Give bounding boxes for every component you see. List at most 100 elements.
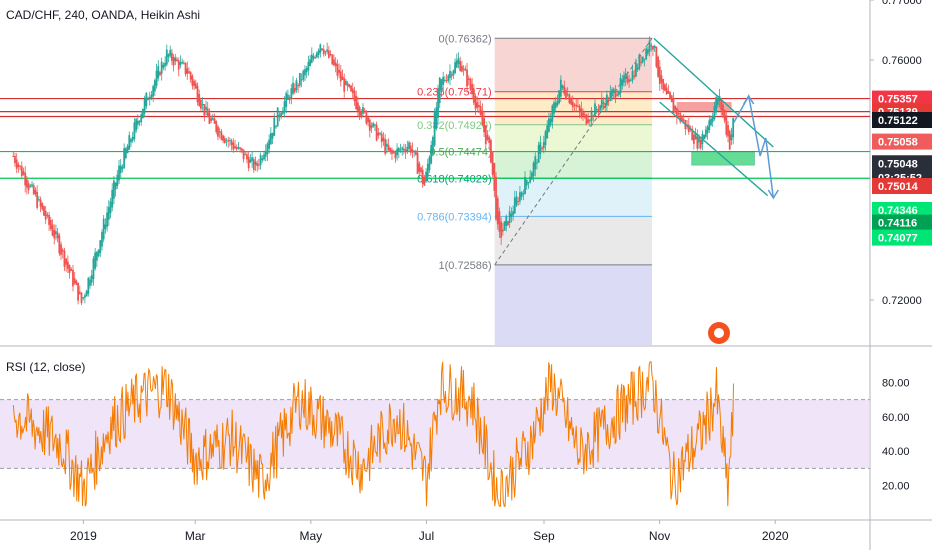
candle-body (90, 275, 93, 283)
candle-body (239, 147, 242, 150)
candle-body (385, 143, 388, 147)
candle-body (70, 269, 73, 271)
candle-body (355, 95, 358, 110)
candle-body (495, 176, 497, 220)
candle-body (104, 224, 107, 230)
candle-body (55, 231, 57, 235)
candle-body (476, 102, 479, 108)
candle-body (464, 68, 467, 71)
candle-body (99, 240, 102, 253)
candle-body (368, 119, 371, 131)
candle-body (512, 211, 514, 216)
candle-body (517, 200, 520, 202)
candle-body (375, 124, 378, 141)
candle-body (68, 265, 71, 273)
price-tag-label-4: 0.75048 (878, 158, 918, 170)
candle-body (498, 211, 501, 232)
candle-body (611, 89, 613, 97)
candle-body (123, 148, 126, 168)
price-tag-label-7: 0.74346 (878, 205, 918, 217)
candle-body (710, 118, 712, 126)
candle-body (609, 91, 612, 101)
candle-body (75, 280, 78, 285)
candle-body (37, 199, 40, 201)
candle-body (229, 140, 231, 142)
candle-body (592, 115, 595, 117)
candle-body (426, 163, 429, 177)
candle-body (565, 90, 567, 100)
candle-body (554, 102, 557, 108)
candle-body (486, 134, 489, 140)
candle-body (624, 73, 627, 79)
price-tag-9 (872, 229, 932, 246)
candle-body (39, 199, 42, 207)
candle-body (575, 104, 578, 107)
candle-body (450, 74, 453, 77)
candle-body (159, 72, 161, 76)
time-tick-label: Sep (533, 529, 555, 543)
candle-body (501, 229, 504, 232)
candle-body (648, 40, 651, 52)
candle-body (582, 112, 584, 116)
candle-body (263, 154, 265, 160)
candle-body (271, 132, 274, 139)
candle-body (14, 156, 16, 164)
candle-body (142, 108, 144, 119)
fib-zone-0.5 (494, 151, 653, 179)
candle-body (138, 121, 141, 123)
candle-body (130, 139, 132, 143)
candle-body (658, 66, 661, 85)
candle-body (147, 99, 149, 101)
fib-label-0: 0(0.76362) (438, 33, 491, 45)
candle-body (418, 163, 421, 172)
candle-body (27, 183, 30, 190)
candle-body (321, 48, 323, 50)
candle-body (184, 62, 187, 75)
candle-body (189, 72, 192, 80)
candle-body (218, 131, 221, 133)
candle-body (53, 229, 56, 239)
candle-body (537, 144, 540, 163)
candle-body (432, 137, 434, 155)
candle-body (20, 166, 23, 177)
candle-body (530, 172, 533, 180)
price-tick-label: 0.72000 (882, 295, 922, 307)
candle-body (278, 114, 281, 117)
price-tag-label-6: 0.75014 (878, 181, 919, 193)
candle-body (722, 104, 724, 116)
candle-body (614, 90, 617, 98)
candle-body (193, 80, 195, 86)
candle-body (17, 164, 20, 168)
candle-body (174, 57, 177, 62)
fib-label-1: 1(0.72586) (438, 260, 491, 272)
price-tick-label: 0.76000 (882, 55, 922, 67)
candle-body (172, 56, 175, 66)
candle-body (445, 80, 448, 82)
candle-body (454, 62, 456, 73)
candle-body (466, 69, 468, 87)
candle-body (157, 66, 160, 79)
candle-body (353, 90, 356, 102)
candle-body (423, 176, 426, 186)
candle-body (327, 50, 330, 58)
rsi-tick-label: 60.00 (882, 412, 910, 424)
price-tag-label-3: 0.75058 (878, 137, 918, 149)
time-tick-label: Nov (649, 529, 670, 543)
price-tag-label-2: 0.75122 (878, 115, 918, 127)
candle-body (78, 291, 81, 294)
candle-body (606, 94, 608, 106)
candle-body (732, 118, 735, 138)
candle-body (211, 117, 214, 120)
candle-body (118, 165, 120, 181)
candle-body (435, 107, 438, 129)
candle-body (646, 49, 649, 54)
fib-zone-0.382 (494, 124, 653, 152)
candle-body (691, 128, 694, 141)
candle-body (307, 61, 310, 71)
candle-body (106, 212, 108, 227)
candle-body (580, 108, 583, 117)
candle-body (396, 148, 398, 156)
time-tick-label: Jul (419, 529, 434, 543)
candle-body (413, 150, 416, 152)
